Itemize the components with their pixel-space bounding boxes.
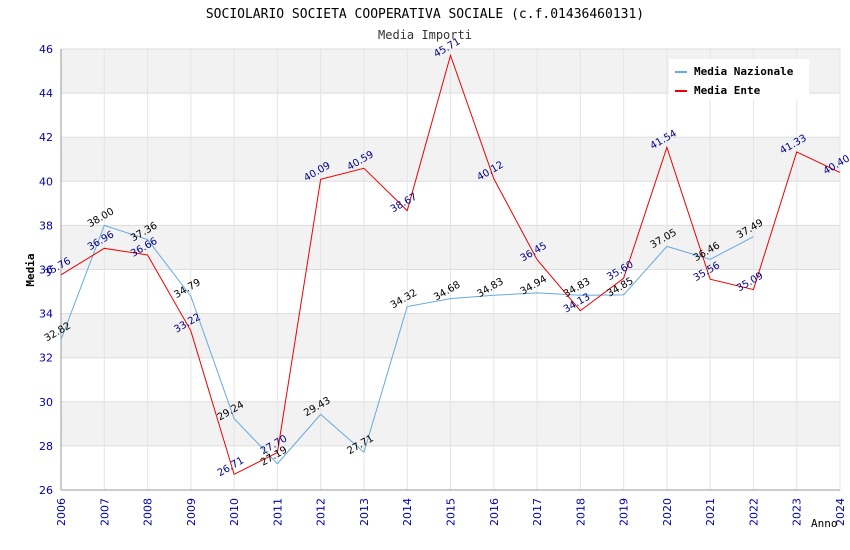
x-tick-label: 2017 <box>531 498 544 526</box>
series-lines <box>60 53 841 476</box>
x-tick-label: 2021 <box>704 498 717 526</box>
x-tick-label: 2007 <box>98 498 111 526</box>
x-tick-label: 2020 <box>661 498 674 526</box>
series-line-nazionale <box>60 224 754 465</box>
x-tick-label: 2012 <box>315 498 328 526</box>
y-tick-label: 34 <box>39 308 53 321</box>
chart-subtitle: Media Importi <box>378 28 472 42</box>
x-tick-label: 2023 <box>791 498 804 526</box>
y-tick-label: 40 <box>39 175 53 188</box>
x-axis-title: Anno <box>811 517 838 530</box>
x-tick-label: 2014 <box>401 498 414 526</box>
y-tick-label: 38 <box>39 219 53 232</box>
x-tick-label: 2006 <box>55 498 68 526</box>
y-tick-label: 28 <box>39 440 53 453</box>
x-tick-label: 2009 <box>185 498 198 526</box>
x-tick-label: 2018 <box>574 498 587 526</box>
y-tick-label: 42 <box>39 131 53 144</box>
y-tick-label: 30 <box>39 396 53 409</box>
legend-box <box>669 59 809 100</box>
chart-title: SOCIOLARIO SOCIETA COOPERATIVA SOCIALE (… <box>206 7 644 22</box>
x-tick-label: 2024 <box>834 498 847 526</box>
x-tick-label: 2013 <box>358 498 371 526</box>
x-tick-label: 2011 <box>271 498 284 526</box>
y-axis-title: Media <box>24 253 37 286</box>
y-tick-label: 36 <box>39 264 53 277</box>
y-tick-label: 46 <box>39 43 53 56</box>
x-tick-label: 2015 <box>445 498 458 526</box>
x-tick-label: 2016 <box>488 498 501 526</box>
x-axis-ticks: 2006 2007 2008 2009 2010 2011 2012 2013 2014 2015… <box>55 498 847 526</box>
y-tick-label: 44 <box>39 87 53 100</box>
y-axis-ticks: 26 28 30 32 34 36 38 40 42 44 46 <box>39 43 53 497</box>
grid-lines <box>60 48 841 491</box>
legend-label-nazionale: Media Nazionale <box>694 65 794 78</box>
legend: Media Nazionale Media Ente <box>669 59 809 100</box>
y-tick-label: 26 <box>39 484 53 497</box>
x-tick-label: 2019 <box>618 498 631 526</box>
series-line-ente <box>60 53 841 476</box>
x-tick-label: 2022 <box>747 498 760 526</box>
x-tick-label: 2008 <box>142 498 155 526</box>
x-tick-label: 2010 <box>228 498 241 526</box>
y-tick-label: 32 <box>39 352 53 365</box>
legend-label-ente: Media Ente <box>694 84 761 97</box>
